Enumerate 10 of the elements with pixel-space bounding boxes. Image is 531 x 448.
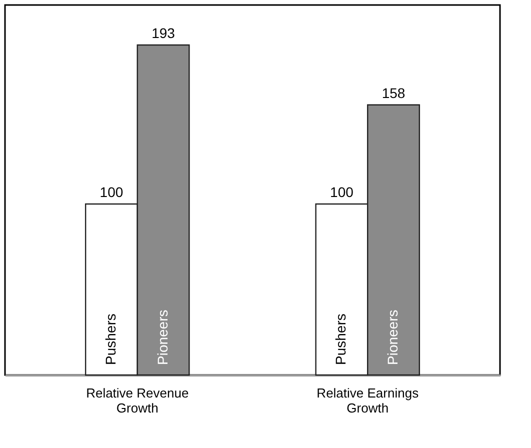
text: Pioneers [384, 310, 401, 365]
series-label: Pioneers [154, 310, 170, 365]
data-label: 100 [330, 184, 354, 200]
x-tick-label: Relative Earnings Growth [316, 386, 420, 416]
data-label: 158 [382, 84, 406, 101]
series-label: Pushers [102, 314, 118, 365]
x-tick-label: Relative Revenue Growth [86, 386, 189, 416]
text: Pushers [332, 314, 349, 365]
data-label: 100 [100, 184, 124, 200]
data-label: 193 [152, 25, 176, 41]
